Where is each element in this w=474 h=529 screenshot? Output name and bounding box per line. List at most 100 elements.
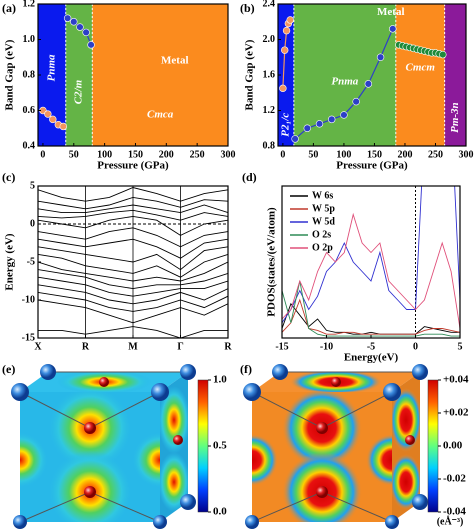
colorbar — [427, 379, 439, 513]
colorbar-tick-label: +0.04 — [443, 374, 469, 386]
series-line — [38, 204, 228, 214]
panel-label: (a) — [2, 1, 16, 15]
phase-label: Cmca — [147, 108, 174, 120]
series-line — [38, 227, 228, 248]
colorbar-tick-label: 1.0 — [213, 374, 227, 386]
data-point — [286, 16, 294, 24]
legend-label: W 5d — [312, 216, 335, 227]
series-line — [38, 209, 228, 221]
y-tick-label: 0 — [30, 218, 35, 229]
series-line — [282, 298, 460, 335]
y-tick-label: 2.0 — [263, 34, 276, 45]
x-tick-label: 250 — [428, 149, 443, 160]
phase-region — [92, 4, 228, 146]
legend-label: W 6s — [312, 190, 333, 201]
x-tick-label: 50 — [308, 149, 318, 160]
series-line — [38, 326, 228, 338]
panel-label: (f) — [240, 362, 252, 376]
data-point — [364, 80, 373, 88]
colorbar-tick-label: -0.02 — [443, 473, 466, 485]
y-tick-label: -5 — [27, 256, 35, 267]
y-axis-label: Band Gap (eV) — [244, 39, 256, 110]
panel-label: (d) — [242, 170, 257, 184]
series-line — [38, 261, 228, 282]
cube-e — [11, 364, 196, 529]
series-line — [38, 196, 228, 210]
x-axis-label: Energy(eV) — [344, 352, 399, 364]
x-tick-label: 200 — [397, 149, 412, 160]
phase-region — [444, 4, 466, 146]
data-point — [63, 14, 72, 22]
data-point — [439, 50, 447, 59]
phase-label: Cmcm — [406, 61, 436, 73]
panel-label: (e) — [2, 362, 15, 376]
y-tick-label: -10 — [22, 294, 35, 305]
data-point — [59, 122, 67, 131]
data-point — [352, 97, 360, 106]
phase-region — [395, 4, 445, 146]
data-point — [44, 110, 52, 118]
x-tick-label: Γ — [177, 341, 183, 352]
colorbar-tick-label: 0.00 — [443, 440, 463, 452]
y-tick-label: 0.6 — [23, 105, 36, 116]
y-axis-label: Band Gap (eV) — [4, 39, 16, 110]
series-line — [38, 246, 228, 271]
annotation: Metal — [161, 54, 188, 66]
x-tick-label: 100 — [97, 149, 112, 160]
legend-label: W 5p — [312, 203, 335, 214]
colorbar-tick-label: 0.5 — [213, 440, 227, 452]
series-line — [38, 291, 228, 312]
colorbar-label: (eÅ⁻³) — [437, 515, 464, 527]
data-point — [376, 53, 385, 61]
plot-area — [38, 186, 228, 338]
x-tick-label: 300 — [459, 149, 474, 160]
x-tick-label: M — [128, 341, 138, 352]
y-tick-label: 1.2 — [23, 0, 36, 9]
x-tick-label: 0 — [40, 149, 45, 160]
phase-label: C2/m — [73, 79, 85, 104]
data-point — [291, 135, 299, 143]
plot-area — [278, 4, 466, 146]
y-tick-label: 2.4 — [263, 0, 276, 9]
data-point — [340, 111, 348, 119]
legend-label: O 2p — [312, 242, 333, 253]
annotation: Metal — [377, 6, 404, 18]
colorbar-tick-label: +0.02 — [443, 407, 469, 419]
colorbar-tick-label: -0.04 — [443, 506, 466, 518]
data-point — [281, 46, 289, 54]
plot-area — [38, 4, 228, 146]
phase-region — [293, 4, 396, 146]
phase-label: Pm-3n — [449, 102, 461, 133]
series-line — [38, 299, 228, 324]
data-point — [49, 115, 57, 124]
data-point — [389, 25, 397, 33]
panel-label: (b) — [240, 1, 255, 15]
x-tick-label: 0 — [413, 341, 418, 352]
x-tick-label: R — [82, 341, 90, 352]
y-tick-label: 1.0 — [23, 34, 36, 45]
data-point — [303, 124, 311, 132]
y-axis-label: Energy (eV) — [4, 233, 16, 290]
phase-label: P2₁/c — [279, 113, 291, 137]
phase-label: Pnma — [331, 76, 358, 88]
data-point — [279, 84, 287, 93]
x-tick-label: 5 — [458, 341, 463, 352]
x-tick-label: 50 — [69, 149, 79, 160]
data-point — [282, 26, 291, 35]
series-line — [38, 238, 228, 259]
y-tick-label: 1.2 — [263, 105, 276, 116]
y-tick-label: -15 — [22, 332, 35, 343]
panel-label: (c) — [2, 170, 15, 184]
y-tick-label: 1.6 — [263, 69, 276, 80]
axes-frame — [281, 185, 461, 339]
data-point — [76, 23, 84, 31]
x-tick-label: 300 — [221, 149, 236, 160]
legend-label: O 2s — [312, 229, 331, 240]
series-line — [282, 302, 460, 335]
x-tick-label: 150 — [128, 149, 143, 160]
x-tick-label: 250 — [190, 149, 205, 160]
y-axis-label: PDOS(states/(eV/atom) — [266, 207, 278, 317]
y-tick-label: 0.4 — [23, 140, 36, 151]
data-point — [87, 41, 95, 49]
